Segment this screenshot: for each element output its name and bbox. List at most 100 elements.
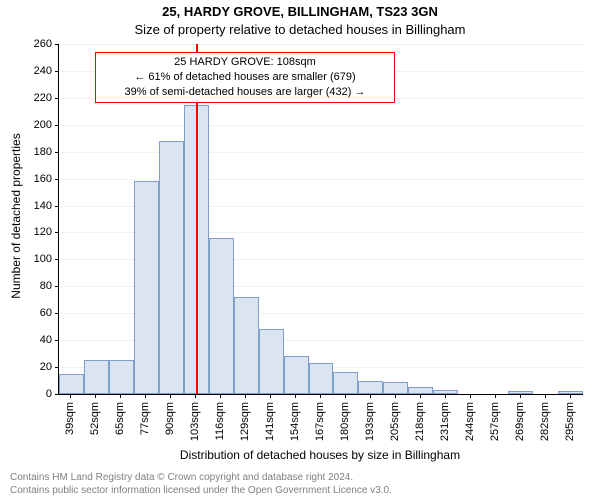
x-tick-label: 167sqm bbox=[314, 402, 326, 441]
x-tick-label: 218sqm bbox=[414, 402, 426, 441]
y-tick-label: 200 bbox=[0, 119, 52, 131]
x-tick-mark bbox=[445, 394, 446, 398]
bar bbox=[109, 360, 134, 394]
x-tick-label: 269sqm bbox=[514, 402, 526, 441]
x-tick-label: 65sqm bbox=[114, 402, 126, 435]
x-tick-mark bbox=[370, 394, 371, 398]
x-tick-label: 244sqm bbox=[464, 402, 476, 441]
y-tick-mark bbox=[55, 98, 59, 99]
x-tick-label: 231sqm bbox=[439, 402, 451, 441]
gridline bbox=[59, 125, 583, 126]
bar bbox=[209, 238, 234, 394]
y-tick-mark bbox=[55, 179, 59, 180]
x-tick-label: 116sqm bbox=[214, 402, 226, 440]
y-tick-mark bbox=[55, 286, 59, 287]
y-tick-label: 60 bbox=[0, 307, 52, 319]
chart-title-address: 25, HARDY GROVE, BILLINGHAM, TS23 3GN bbox=[0, 4, 600, 19]
y-tick-mark bbox=[55, 206, 59, 207]
annotation-line1: 25 HARDY GROVE: 108sqm bbox=[102, 55, 388, 70]
bar bbox=[234, 297, 259, 394]
x-tick-label: 39sqm bbox=[64, 402, 76, 435]
bar bbox=[159, 141, 184, 394]
bar bbox=[59, 374, 84, 394]
y-tick-label: 180 bbox=[0, 146, 52, 158]
x-tick-mark bbox=[545, 394, 546, 398]
x-tick-mark bbox=[395, 394, 396, 398]
x-tick-mark bbox=[345, 394, 346, 398]
x-tick-label: 193sqm bbox=[364, 402, 376, 441]
bar bbox=[558, 391, 583, 394]
y-tick-mark bbox=[55, 259, 59, 260]
bar bbox=[358, 381, 383, 394]
x-tick-label: 129sqm bbox=[239, 402, 251, 441]
x-tick-label: 180sqm bbox=[339, 402, 351, 441]
bar bbox=[383, 382, 408, 394]
y-tick-mark bbox=[55, 152, 59, 153]
x-tick-mark bbox=[195, 394, 196, 398]
x-tick-mark bbox=[245, 394, 246, 398]
y-tick-label: 0 bbox=[0, 388, 52, 400]
x-tick-label: 77sqm bbox=[139, 402, 151, 435]
x-tick-label: 205sqm bbox=[389, 402, 401, 441]
x-tick-label: 257sqm bbox=[489, 402, 501, 441]
y-tick-label: 220 bbox=[0, 92, 52, 104]
bar bbox=[259, 329, 284, 394]
y-tick-mark bbox=[55, 367, 59, 368]
footer-line2: Contains public sector information licen… bbox=[10, 485, 392, 496]
x-tick-label: 295sqm bbox=[564, 402, 576, 441]
y-tick-label: 140 bbox=[0, 200, 52, 212]
x-tick-mark bbox=[70, 394, 71, 398]
x-tick-mark bbox=[470, 394, 471, 398]
gridline bbox=[59, 44, 583, 45]
y-tick-mark bbox=[55, 340, 59, 341]
y-tick-label: 20 bbox=[0, 361, 52, 373]
footer-line1: Contains HM Land Registry data © Crown c… bbox=[10, 472, 353, 483]
x-axis-label: Distribution of detached houses by size … bbox=[58, 448, 582, 462]
y-tick-label: 40 bbox=[0, 334, 52, 346]
x-tick-label: 141sqm bbox=[264, 402, 276, 441]
x-tick-mark bbox=[420, 394, 421, 398]
chart-title-desc: Size of property relative to detached ho… bbox=[0, 22, 600, 37]
gridline bbox=[59, 179, 583, 180]
annotation-line3: 39% of semi-detached houses are larger (… bbox=[102, 85, 388, 100]
y-tick-mark bbox=[55, 71, 59, 72]
plot-area: 25 HARDY GROVE: 108sqm ← 61% of detached… bbox=[58, 44, 583, 395]
y-tick-mark bbox=[55, 232, 59, 233]
chart-container: 25, HARDY GROVE, BILLINGHAM, TS23 3GN Si… bbox=[0, 0, 600, 500]
x-tick-label: 154sqm bbox=[289, 402, 301, 441]
x-tick-label: 282sqm bbox=[539, 402, 551, 441]
annotation-line2: ← 61% of detached houses are smaller (67… bbox=[102, 70, 388, 85]
x-tick-label: 103sqm bbox=[189, 402, 201, 441]
y-tick-label: 160 bbox=[0, 173, 52, 185]
bar bbox=[309, 363, 334, 394]
gridline bbox=[59, 152, 583, 153]
annotation-box: 25 HARDY GROVE: 108sqm ← 61% of detached… bbox=[95, 52, 395, 103]
y-tick-label: 100 bbox=[0, 253, 52, 265]
x-tick-mark bbox=[170, 394, 171, 398]
x-tick-mark bbox=[495, 394, 496, 398]
y-tick-mark bbox=[55, 394, 59, 395]
bar bbox=[433, 390, 458, 394]
y-tick-mark bbox=[55, 44, 59, 45]
x-tick-label: 52sqm bbox=[89, 402, 101, 435]
x-tick-label: 90sqm bbox=[164, 402, 176, 435]
x-tick-mark bbox=[120, 394, 121, 398]
y-tick-label: 240 bbox=[0, 65, 52, 77]
y-tick-label: 80 bbox=[0, 280, 52, 292]
x-tick-mark bbox=[220, 394, 221, 398]
x-tick-mark bbox=[570, 394, 571, 398]
x-tick-mark bbox=[145, 394, 146, 398]
y-tick-mark bbox=[55, 313, 59, 314]
bar bbox=[134, 181, 159, 394]
y-tick-label: 260 bbox=[0, 38, 52, 50]
x-tick-mark bbox=[295, 394, 296, 398]
bar bbox=[508, 391, 533, 394]
bar bbox=[284, 356, 309, 394]
bar bbox=[408, 387, 433, 394]
x-tick-mark bbox=[520, 394, 521, 398]
x-tick-mark bbox=[270, 394, 271, 398]
x-tick-mark bbox=[320, 394, 321, 398]
x-tick-mark bbox=[95, 394, 96, 398]
y-tick-label: 120 bbox=[0, 226, 52, 238]
bar bbox=[84, 360, 109, 394]
